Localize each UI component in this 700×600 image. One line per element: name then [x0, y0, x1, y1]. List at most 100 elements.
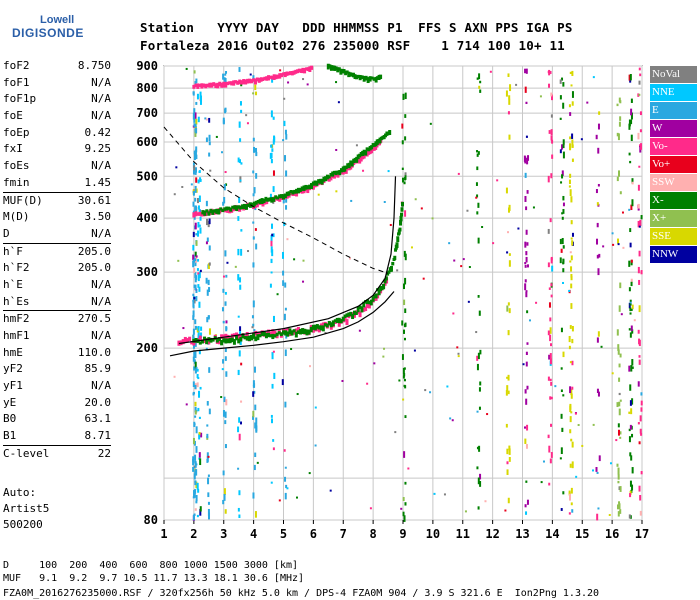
noise-point — [199, 508, 202, 516]
noise-point — [403, 451, 406, 458]
noise-point — [284, 307, 287, 311]
noise-point — [192, 496, 195, 499]
noise-point — [637, 381, 640, 387]
x-tick-label: 4 — [250, 527, 257, 541]
noise-point — [207, 508, 210, 516]
echo-point — [270, 75, 274, 80]
noise-point — [618, 97, 621, 103]
noise-point — [200, 432, 203, 438]
noise-point — [638, 225, 641, 228]
noise-point — [206, 401, 209, 406]
noise-point — [252, 262, 255, 268]
noise-point — [621, 211, 624, 214]
echo-point — [242, 79, 246, 85]
noise-point — [559, 457, 562, 460]
noise-point — [208, 134, 211, 142]
noise-point — [602, 245, 605, 248]
noise-point — [637, 93, 640, 97]
echo-point — [308, 184, 312, 190]
noise-point — [506, 251, 509, 254]
noise-point — [194, 361, 197, 369]
param-label: h`F — [3, 244, 23, 258]
echo-point — [333, 65, 337, 71]
noise-point — [193, 70, 196, 74]
noise-point — [255, 424, 258, 432]
echo-point — [315, 324, 319, 329]
noise-point — [569, 143, 572, 151]
noise-point — [195, 256, 198, 263]
noise-point — [207, 477, 210, 485]
noise-point — [194, 480, 197, 486]
echo-point — [198, 211, 202, 216]
noise-point — [205, 277, 208, 284]
echo-point — [196, 212, 200, 216]
noise-point — [200, 95, 203, 103]
noise-point — [561, 212, 564, 215]
param-row: C-level 22 — [3, 446, 111, 463]
noise-point — [193, 108, 196, 115]
echo-point — [190, 341, 194, 345]
noise-point — [247, 250, 250, 253]
noise-point — [550, 173, 553, 179]
legend-entry: NNW — [650, 246, 697, 263]
noise-point — [404, 277, 407, 285]
echo-point — [239, 205, 243, 210]
noise-point — [559, 117, 562, 120]
noise-point — [252, 323, 255, 327]
param-value: 22 — [97, 446, 111, 460]
y-tick-label: 200 — [136, 341, 158, 355]
echo-point — [374, 293, 378, 299]
noise-point — [401, 354, 404, 360]
noise-point — [640, 407, 643, 412]
noise-point — [526, 157, 529, 165]
x-tick-label: 8 — [370, 527, 377, 541]
noise-point — [507, 73, 510, 77]
echo-point — [336, 171, 340, 178]
noise-point — [616, 329, 619, 336]
noise-point — [505, 390, 508, 396]
echo-point — [320, 178, 324, 185]
noise-point — [629, 452, 632, 457]
noise-point — [508, 95, 511, 100]
noise-point — [198, 224, 201, 227]
noise-point — [402, 398, 405, 401]
echo-point — [391, 261, 395, 266]
footer-file-info: FZA0M_2016276235000.RSF / 320fx256h 50 k… — [3, 588, 600, 599]
echo-point — [313, 180, 317, 186]
noise-point — [224, 250, 227, 257]
echo-point — [290, 71, 294, 76]
noise-point — [629, 73, 632, 81]
echo-point — [399, 215, 403, 222]
noise-point — [631, 304, 634, 310]
noise-point — [255, 417, 258, 424]
noise-point — [561, 170, 564, 176]
echo-point — [323, 323, 327, 327]
noise-point — [570, 266, 573, 272]
noise-point — [507, 111, 510, 115]
param-row: foE N/A — [3, 108, 111, 125]
echo-point — [252, 78, 256, 82]
echo-point — [362, 153, 366, 159]
noise-point — [401, 167, 404, 170]
echo-point — [364, 75, 368, 81]
noise-point — [199, 386, 202, 390]
noise-point — [237, 315, 240, 318]
echo-point — [224, 338, 228, 344]
noise-point — [629, 490, 632, 495]
echo-point — [194, 83, 198, 88]
noise-point — [571, 509, 574, 513]
noise-point — [284, 129, 287, 135]
echo-point — [366, 77, 370, 84]
noise-point — [284, 349, 287, 357]
echo-point — [198, 335, 202, 341]
noise-point — [630, 98, 633, 103]
noise-point — [237, 467, 240, 470]
noise-point — [335, 81, 338, 84]
noise-point — [560, 327, 563, 333]
noise-point — [586, 101, 589, 104]
noise-point — [237, 274, 240, 281]
noise-point — [628, 514, 631, 519]
noise-point — [526, 264, 529, 268]
noise-point — [198, 301, 201, 308]
echo-point — [334, 66, 338, 71]
